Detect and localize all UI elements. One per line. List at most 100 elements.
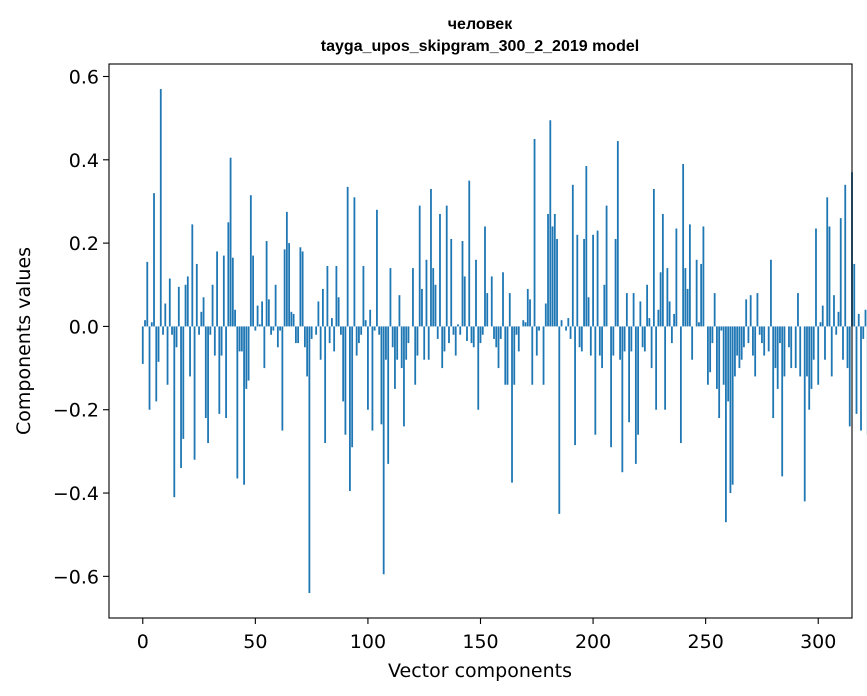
bar (452, 326, 455, 335)
bar (182, 326, 185, 439)
bar (436, 326, 439, 339)
x-tick-label: 250 (688, 631, 724, 653)
bar (743, 326, 745, 348)
bar (493, 326, 495, 339)
bar (504, 326, 507, 385)
bar (499, 326, 502, 339)
bar (263, 326, 266, 369)
bar (459, 326, 462, 335)
bar (718, 326, 721, 419)
bar (747, 326, 750, 344)
bar (184, 284, 187, 327)
bar (272, 326, 275, 331)
bar (254, 326, 257, 331)
bar (247, 326, 250, 381)
bar (317, 301, 320, 327)
bar (466, 326, 468, 341)
bar (276, 326, 279, 348)
y-tick-label: 0.6 (69, 66, 99, 88)
bar (646, 284, 649, 327)
bar (664, 326, 667, 410)
bar (297, 326, 300, 344)
bar (576, 234, 579, 327)
bar (565, 326, 567, 331)
bar (294, 326, 297, 344)
bar (367, 326, 369, 410)
y-tick-label: 0.0 (69, 316, 99, 338)
bar (448, 326, 450, 344)
bar (614, 238, 617, 327)
bar (799, 326, 802, 377)
bar (418, 205, 421, 327)
bar (731, 326, 734, 485)
bar (209, 326, 212, 335)
bar (310, 326, 313, 339)
bar (463, 276, 466, 327)
bar (571, 184, 574, 327)
bar (441, 326, 444, 369)
bar (355, 326, 358, 356)
bar (675, 228, 678, 327)
bar (385, 326, 387, 360)
bar (666, 268, 669, 327)
bar (387, 326, 390, 464)
bar (486, 293, 489, 327)
bar (315, 326, 318, 335)
bar (362, 266, 365, 327)
bar (511, 326, 513, 483)
bar (592, 234, 594, 327)
bar (204, 326, 207, 419)
bar (655, 326, 658, 410)
bar (682, 163, 685, 327)
bar (391, 326, 394, 348)
bar (495, 326, 498, 348)
bar (668, 301, 671, 327)
bar (842, 326, 844, 360)
y-axis-label: Components values (13, 247, 35, 435)
bar (652, 188, 655, 327)
bar (396, 326, 399, 360)
bar (533, 138, 536, 327)
bar (637, 326, 640, 435)
bar (736, 326, 739, 356)
bar (150, 322, 153, 327)
bar (191, 224, 194, 327)
bar (306, 326, 309, 377)
bar (321, 288, 324, 327)
bar (549, 120, 552, 327)
bar (144, 320, 146, 327)
y-tick-label: 0.2 (69, 233, 99, 255)
bar (551, 226, 554, 327)
bar (407, 326, 410, 344)
bar (333, 326, 336, 352)
bar (625, 293, 628, 327)
bar (639, 301, 642, 327)
bar (846, 326, 849, 369)
bar (164, 303, 167, 327)
bar (770, 259, 772, 327)
bar (738, 326, 741, 369)
bar (382, 326, 385, 575)
bar (168, 278, 171, 327)
bar (231, 257, 234, 327)
bar (288, 243, 291, 327)
bar (529, 299, 531, 327)
bar (403, 326, 405, 427)
bar (258, 324, 261, 327)
bar (657, 309, 660, 327)
bar (141, 326, 144, 364)
bar (220, 326, 223, 356)
bar (686, 288, 689, 327)
x-tick-label: 300 (800, 631, 836, 653)
bar (371, 326, 374, 431)
bar (679, 326, 682, 444)
bar (180, 326, 182, 469)
bar (346, 186, 349, 327)
bar (779, 326, 781, 344)
bar (709, 326, 712, 373)
bar (630, 326, 633, 352)
bar (648, 318, 651, 327)
bar (634, 326, 637, 464)
bar (261, 301, 263, 327)
